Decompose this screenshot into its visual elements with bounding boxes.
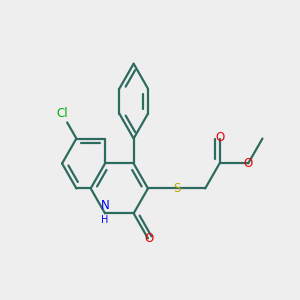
Text: S: S — [173, 182, 180, 195]
Text: Cl: Cl — [56, 107, 68, 120]
Text: O: O — [244, 157, 253, 170]
Text: H: H — [101, 215, 109, 225]
Text: N: N — [100, 199, 109, 212]
Text: O: O — [144, 232, 153, 245]
Text: O: O — [215, 131, 224, 144]
